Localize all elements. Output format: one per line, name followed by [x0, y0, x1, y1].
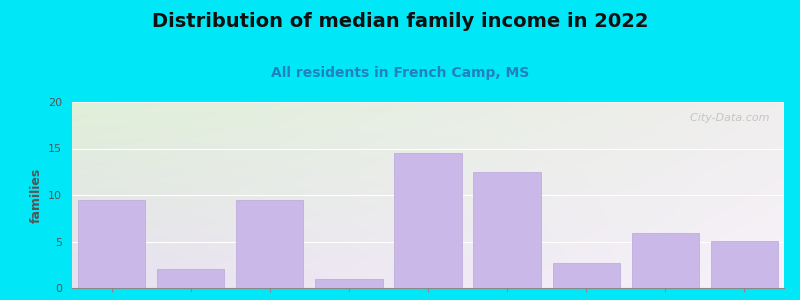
Text: City-Data.com: City-Data.com [683, 113, 770, 123]
Bar [315, 279, 382, 288]
Bar [632, 233, 699, 288]
Bar [711, 241, 778, 288]
Text: Distribution of median family income in 2022: Distribution of median family income in … [152, 12, 648, 31]
Bar [157, 269, 224, 288]
Bar [474, 172, 541, 288]
Text: All residents in French Camp, MS: All residents in French Camp, MS [271, 66, 529, 80]
Bar [394, 153, 462, 288]
Bar [236, 200, 303, 288]
Y-axis label: families: families [30, 167, 42, 223]
Bar [78, 200, 145, 288]
Bar [553, 263, 620, 288]
